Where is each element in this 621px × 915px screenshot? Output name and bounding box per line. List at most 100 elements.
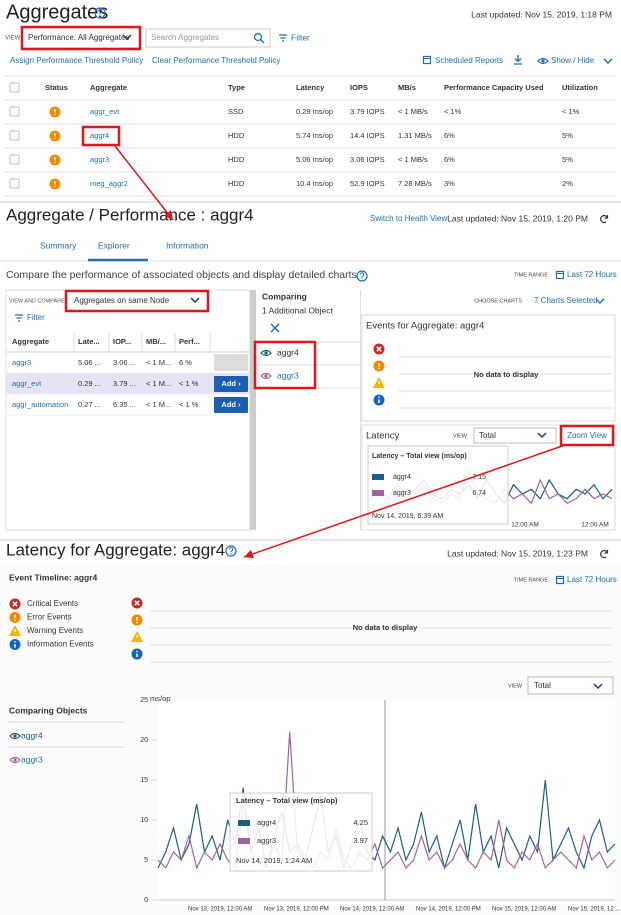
tab[interactable]: Information [166,240,209,250]
tab[interactable]: Explorer [98,240,130,250]
action-link[interactable]: Assign Performance Threshold Policy [10,56,143,65]
cell: 5.06 ... [78,358,101,367]
cell: 5.06 ms/op [296,155,333,164]
column-header: Perf... [179,337,200,346]
filter-link[interactable]: Filter [27,313,45,322]
view-select[interactable]: Performance: All Aggregates [28,33,129,42]
divider [260,39,265,44]
calendar-icon [422,55,432,65]
choose-charts-label: CHOOSE CHARTS [474,298,522,304]
aggregate-link[interactable]: aggr3 [90,155,109,164]
aggregate-link[interactable]: aggr_evt [12,379,42,388]
view-label: VIEW [508,683,523,689]
latency-panel [361,424,616,531]
page-title: Latency for Aggregate: aggr4 [6,540,225,559]
filter-icon [279,34,287,42]
aggregate-link[interactable]: aggr_automation [12,400,68,409]
view-compare-select[interactable]: Aggregates on same Node [74,296,170,305]
cell: 5.74 ms/op [296,131,333,140]
cell: 5% [562,155,573,164]
time-range-link[interactable]: Last 72 Hours [567,575,617,584]
filter-link[interactable]: Filter [291,32,310,42]
column-header: Performance Capacity Used [444,83,544,92]
dot [54,185,56,188]
x-tick-label: Nov 15, 2019, 12:00 AM [492,907,556,913]
view-select[interactable]: Total [534,681,551,690]
view-dropdown[interactable] [473,427,557,444]
compare-text: Compare the performance of associated ob… [6,269,357,281]
cell: 0.29 ms/op [296,107,333,116]
view-select[interactable]: Total [479,431,496,440]
last-updated: Last updated: Nov 15, 2019, 1:20 PM [447,213,588,223]
eye-icon [260,372,272,380]
checkbox[interactable] [9,130,20,141]
checkbox[interactable] [9,154,20,165]
column-header: Aggregate [90,83,127,92]
x-tick-label: Nov 14, 2019, 12:00 PM [416,907,481,913]
toolbar-link[interactable]: Scheduled Reports [435,56,503,65]
help-dot [99,15,101,17]
action-link[interactable]: Clear Performance Threshold Policy [152,56,280,65]
eye-icon [9,756,21,764]
x-tick-label: Nov 15, 2019, 12:... [568,907,621,913]
view-compare-dropdown[interactable] [64,289,210,313]
y-tick-label: 20 [140,737,148,744]
checkbox[interactable] [9,82,20,93]
tooltip-name: aggr3 [257,836,276,845]
zoom-link[interactable]: Zoom View [567,431,607,440]
event-legend-label: Warning Events [27,626,83,635]
search-placeholder[interactable]: Search Aggregates [151,33,219,42]
add-button-label[interactable]: Add › [221,379,241,388]
compared-object[interactable]: aggr3 [277,370,299,380]
eye-pupil [541,59,545,63]
tab[interactable]: Summary [40,240,77,250]
switch-link[interactable]: Switch to Health View [370,214,447,223]
events-panel [361,314,616,422]
icon [376,346,382,352]
comparing-subtitle: 1 Additional Object [262,305,334,315]
charts-selected[interactable]: 7 Charts Selected [534,296,598,305]
add-button[interactable] [214,397,248,413]
icon [97,9,103,15]
aggregate-link[interactable]: meg_aggr2 [90,179,128,188]
view-dropdown[interactable] [527,676,614,695]
event-legend-label: Critical Events [27,599,78,608]
chevron [603,58,613,65]
compare-panel [5,289,251,531]
y-tick-label: 5 [144,857,148,864]
aggregate-link[interactable]: aggr3 [12,358,31,367]
disabled-button [214,354,248,371]
checkbox[interactable] [9,106,20,117]
x-tick-label: 12:00 AM [511,522,538,529]
aggregate-link[interactable]: aggr_evt [90,107,120,116]
highlight-box [20,25,142,51]
compared-object[interactable]: aggr3 [21,754,43,764]
toolbar-link[interactable]: Show / Hide [551,56,595,65]
aggregate-link[interactable]: aggr4 [90,131,109,140]
dot [54,113,56,116]
cell: 6% [444,155,455,164]
y-tick-label: 15 [140,777,148,784]
cell: 3% [444,179,455,188]
add-button[interactable] [214,376,248,392]
checkbox[interactable] [9,178,20,189]
splitter [250,290,256,530]
legend-swatch [372,474,384,480]
column-header: Type [228,83,245,92]
eye-icon [260,349,272,357]
dot [378,396,380,399]
x-tick-label: Nov 13, 2019, 12:00 PM [264,907,329,913]
cell: 1.31 MB/s [398,131,432,140]
add-button-label[interactable]: Add › [221,400,241,409]
splitter [360,290,361,530]
time-range-label: TIME RANGE [514,272,549,278]
highlight-box [253,340,317,390]
dot [136,621,138,624]
search-box[interactable] [145,28,271,48]
cell: 6% [444,131,455,140]
cell: 52.9 IOPS [350,179,385,188]
filter-icon [15,314,23,322]
time-range-link[interactable]: Last 72 Hours [567,270,617,279]
tooltip-value: 3.97 [353,836,368,845]
compared-object[interactable]: aggr4 [21,730,43,740]
